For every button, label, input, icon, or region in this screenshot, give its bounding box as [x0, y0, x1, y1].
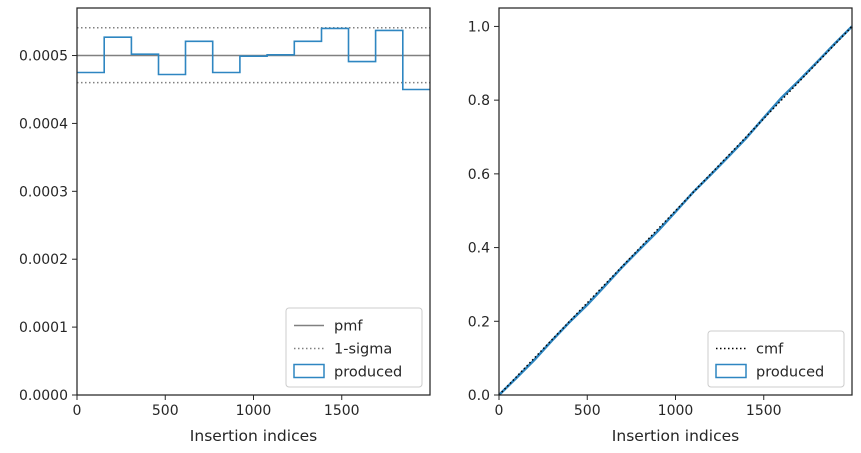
right-frame [498, 7, 853, 396]
left-y-tick-label: 0.0000 [19, 388, 68, 404]
right-x-tick-label: 500 [574, 403, 601, 419]
left-legend-swatch [293, 363, 325, 379]
right-y-tick-label: 0.4 [468, 241, 490, 257]
left-x-tick-label: 0 [73, 403, 82, 419]
right-legend-label: produced [756, 365, 824, 381]
left-y-tick-label: 0.0001 [19, 320, 68, 336]
produced-histogram [77, 27, 430, 91]
right-x-tick-label: 1500 [746, 403, 782, 419]
left-legend-label: pmf [334, 319, 363, 335]
right-legend-label: cmf [756, 342, 784, 358]
right-y-tick-label: 0.8 [468, 93, 490, 109]
left-x-tick-label: 500 [152, 403, 179, 419]
left-chart: 0 500 1000 1500 0.0000 0.0001 0.0002 0.0003 0.00… [19, 7, 431, 445]
left-x-tick-label: 1500 [324, 403, 360, 419]
left-frame [76, 7, 431, 396]
cmf-line [498, 25, 853, 396]
left-y-tick-label: 0.0005 [19, 49, 68, 65]
left-legend-label: produced [334, 365, 402, 381]
right-x-tick-label: 1000 [658, 403, 694, 419]
right-x-tick-label: 0 [495, 403, 504, 419]
left-legend-label: 1-sigma [334, 342, 392, 358]
right-chart: 0 500 1000 1500 0.0 0.2 0.4 0.6 0.8 1.0 Insertion … [468, 7, 853, 445]
right-y-tick-label: 1.0 [468, 19, 490, 35]
right-x-axis-label: Insertion indices [612, 427, 739, 445]
left-y-tick-label: 0.0002 [19, 252, 68, 268]
left-legend-box [285, 307, 423, 388]
right-y-tick-label: 0.0 [468, 388, 490, 404]
left-y-tick-label: 0.0004 [19, 116, 68, 132]
right-y-tick-label: 0.6 [468, 167, 490, 183]
left-x-axis-label: Insertion indices [190, 427, 317, 445]
right-legend-box [707, 330, 845, 388]
right-legend-swatch [715, 363, 747, 379]
left-y-tick-label: 0.0003 [19, 184, 68, 200]
left-x-tick-label: 1000 [236, 403, 272, 419]
right-y-tick-label: 0.2 [468, 314, 490, 330]
